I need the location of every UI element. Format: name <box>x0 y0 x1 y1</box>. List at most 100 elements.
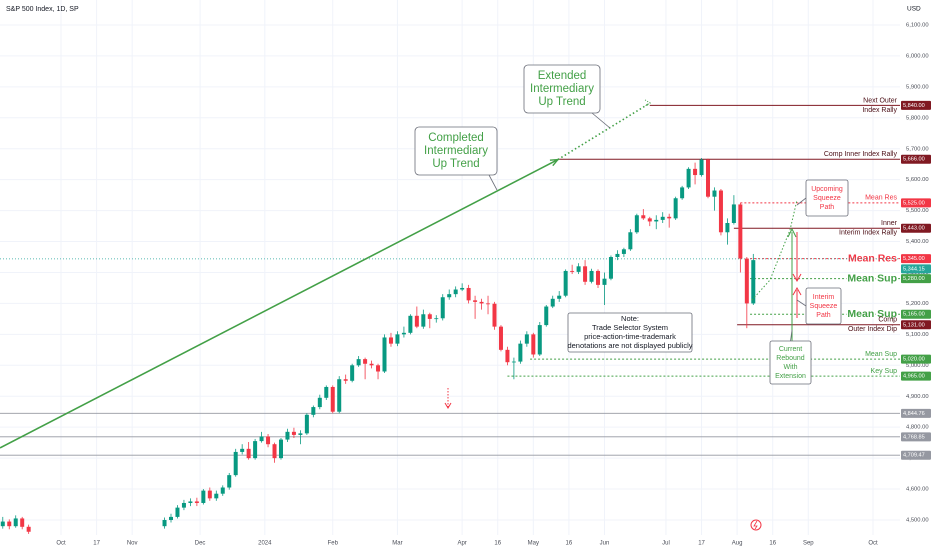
x-tick-label: Feb <box>328 541 339 547</box>
candle-body <box>207 490 212 499</box>
callout-text: Intermediary <box>424 145 488 157</box>
callout-text: Path <box>820 204 835 211</box>
candle-body <box>350 365 355 381</box>
x-tick-label: Sep <box>803 541 814 547</box>
candle-body <box>673 198 678 219</box>
callout-text: Extended <box>538 70 587 82</box>
candle-body <box>20 518 25 527</box>
price-tag <box>901 223 931 233</box>
candle-body <box>680 187 685 199</box>
price-tag-label: 4,965.00 <box>903 374 925 380</box>
price-tag <box>901 154 931 164</box>
candle-body <box>220 487 225 494</box>
candle-body <box>246 448 251 459</box>
candle-body <box>317 397 322 408</box>
level-label: Mean Res <box>865 195 897 202</box>
event-icon[interactable] <box>750 519 762 531</box>
y-tick-label: 6,000.00 <box>906 53 929 59</box>
x-tick-label: 16 <box>769 541 776 547</box>
x-tick-label: 16 <box>566 541 573 547</box>
callout-box <box>567 312 693 353</box>
candle-body <box>169 516 174 520</box>
level-label: Comp <box>878 317 897 324</box>
y-tick-label: 6,100.00 <box>906 23 929 29</box>
price-tag <box>901 432 931 442</box>
callout-text: Intermediary <box>530 83 594 95</box>
candle-body <box>731 204 736 223</box>
grid <box>0 0 900 535</box>
candle-body <box>589 270 594 282</box>
trend-arrow <box>549 158 560 167</box>
callout-text: price-action-time-trademark <box>584 332 676 341</box>
candle-body <box>596 270 601 285</box>
candle-body <box>576 266 581 272</box>
candle-body <box>699 159 704 176</box>
candle-body <box>324 386 329 398</box>
candle-body <box>608 257 613 279</box>
candle-body <box>401 332 406 335</box>
candle-body <box>356 359 361 366</box>
x-tick-label: Jul <box>662 541 670 547</box>
candle-body <box>486 303 491 305</box>
candle-body <box>214 493 219 499</box>
callout: Interim Squeeze Path <box>796 287 842 325</box>
candle-body <box>550 298 555 307</box>
price-tag <box>901 371 931 381</box>
candle-body <box>311 407 316 415</box>
squeeze-path <box>751 199 798 301</box>
x-tick-label: May <box>528 541 539 547</box>
callout-text: With <box>784 364 798 371</box>
level-label: Mean Sup <box>847 272 897 284</box>
event-icon-bolt <box>753 520 758 530</box>
price-tag <box>901 408 931 418</box>
candle-body <box>162 519 167 527</box>
candles <box>0 158 756 534</box>
callout-text: Up Trend <box>432 158 479 170</box>
y-tick-label: 4,800.00 <box>906 425 929 431</box>
candle-body <box>388 337 393 344</box>
callout-box <box>769 340 812 385</box>
candle-body <box>706 159 711 197</box>
candle-body <box>304 414 309 434</box>
candle-body <box>453 289 458 295</box>
candle-body <box>492 303 497 327</box>
price-tag <box>901 100 931 110</box>
candle-body <box>440 297 445 319</box>
level-label: Comp Inner Index Rally <box>824 151 898 158</box>
candle-body <box>408 315 413 333</box>
x-tick-label: Aug <box>732 541 743 547</box>
price-tag-label: 4,768.85 <box>903 434 925 440</box>
y-tick-label: 4,600.00 <box>906 487 929 493</box>
y-tick-label: 5,500.00 <box>906 208 929 214</box>
callout-text: Extension <box>775 373 806 380</box>
candle-body <box>26 526 31 532</box>
last-price-tag <box>901 264 931 274</box>
candle-body <box>641 215 646 219</box>
x-tick-label: Nov <box>127 541 138 547</box>
callout: Current Rebound With Extension <box>769 329 812 385</box>
x-tick-label: Mar <box>392 541 402 547</box>
callout: Note:Trade Selector Systemprice-action-t… <box>567 312 693 353</box>
candle-body <box>511 361 516 363</box>
x-tick-label: 17 <box>698 541 705 547</box>
callout-text: Completed <box>428 132 484 144</box>
price-tag <box>901 198 931 208</box>
callout-pointer <box>796 197 807 206</box>
level-label: Index Rally <box>862 107 897 114</box>
x-tick-label: Oct <box>56 541 66 547</box>
candle-body <box>466 287 471 301</box>
candle-body <box>544 306 549 326</box>
candle-body <box>693 168 698 176</box>
candle-body <box>227 475 232 488</box>
price-tag-label: 5,443.00 <box>903 226 925 232</box>
price-tag-label: 5,666.00 <box>903 157 925 163</box>
candle-body <box>414 315 419 327</box>
last-price-label: 5,344.15 <box>903 266 925 272</box>
callout: Upcoming Squeeze Path <box>796 179 849 217</box>
candle-body <box>233 451 238 476</box>
y-tick-label: 5,000.00 <box>906 363 929 369</box>
callout-box <box>523 64 601 114</box>
chart-title: S&P 500 Index, 1D, SP <box>6 6 79 13</box>
candle-body <box>382 337 387 372</box>
candle-body <box>266 436 271 445</box>
